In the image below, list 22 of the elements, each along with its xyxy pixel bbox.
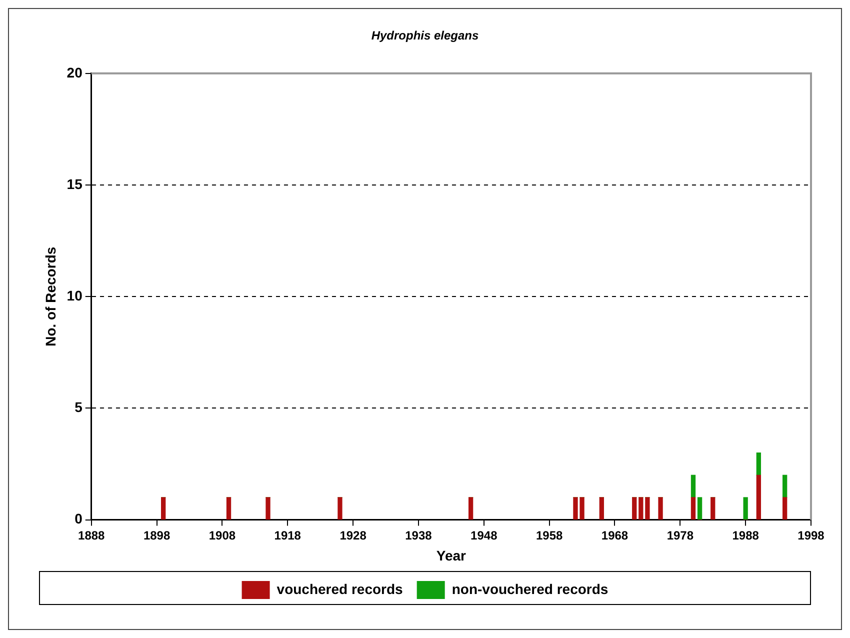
x-tick-label: 1908	[208, 528, 236, 542]
x-tick-label: 1978	[666, 528, 694, 542]
chart-title: Hydrophis elegans	[371, 28, 479, 43]
x-tick-label: 1888	[78, 528, 106, 542]
legend-label: non-vouchered records	[452, 580, 608, 597]
x-tick-label: 1958	[536, 528, 563, 542]
x-tick-label: 1918	[274, 528, 302, 542]
x-tick-label: 1898	[143, 528, 170, 542]
x-tick-label: 1998	[798, 528, 825, 542]
y-tick-label: 15	[66, 176, 83, 192]
y-axis-title: No. of Records	[42, 246, 58, 346]
x-tick-label: 1928	[340, 528, 367, 542]
y-tick-label: 5	[74, 399, 83, 416]
x-tick-label: 1938	[405, 528, 432, 542]
legend-label: vouchered records	[276, 580, 404, 597]
x-tick-label: 1968	[601, 528, 628, 542]
x-axis-title: Year	[436, 547, 467, 564]
y-tick-label: 0	[74, 510, 83, 527]
x-tick-label: 1948	[470, 528, 498, 542]
y-tick-label: 20	[66, 64, 83, 80]
y-tick-label: 10	[66, 287, 83, 304]
x-tick-label: 1988	[732, 528, 760, 542]
